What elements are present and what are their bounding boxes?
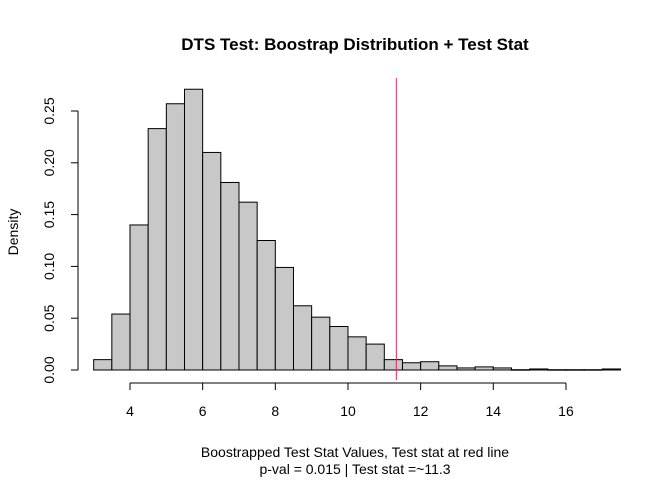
y-tick-label: 0.10	[41, 253, 57, 280]
histogram-bar	[401, 362, 422, 371]
histogram-bar	[274, 266, 294, 371]
y-tick-label: 0.00	[41, 356, 57, 383]
histogram-bar	[165, 103, 185, 371]
y-tick-label: 0.15	[41, 201, 57, 228]
y-tick-label: 0.25	[41, 97, 57, 124]
x-axis-label: Boostrapped Test Stat Values, Test stat …	[201, 444, 509, 460]
x-tick-label: 12	[413, 403, 429, 419]
histogram-bar	[583, 369, 603, 371]
histogram-bar	[492, 367, 512, 371]
histogram-bar	[383, 359, 403, 371]
histogram-bar	[456, 367, 476, 371]
histogram-bar	[474, 366, 494, 371]
x-tick-label: 8	[271, 403, 279, 419]
histogram-bar	[256, 240, 276, 371]
histogram-bar	[510, 369, 531, 371]
histogram-bar	[565, 369, 585, 371]
subtitle: p-val = 0.015 | Test stat =~11.3	[259, 461, 450, 477]
x-tick-label: 4	[126, 403, 134, 419]
histogram-bar	[420, 361, 440, 371]
y-axis-label: Density	[5, 209, 21, 256]
y-tick-label: 0.20	[41, 149, 57, 176]
histogram-bar	[93, 359, 113, 371]
histogram-bar	[311, 316, 331, 371]
histogram-bar	[547, 369, 567, 371]
x-tick-label: 14	[486, 403, 502, 419]
histogram-bar	[347, 336, 367, 371]
histogram-bar	[111, 313, 131, 371]
histogram-bar	[438, 365, 458, 371]
y-tick-label: 0.05	[41, 304, 57, 331]
histogram-bar	[365, 343, 385, 371]
histogram-bar	[329, 325, 349, 371]
histogram-bar	[220, 181, 240, 371]
histogram-bar	[129, 224, 149, 371]
x-tick-label: 6	[199, 403, 207, 419]
histogram-bar	[238, 201, 258, 371]
histogram-bar	[147, 128, 167, 371]
x-tick-label: 16	[558, 403, 574, 419]
histogram-bar	[601, 368, 621, 371]
x-tick-label: 10	[340, 403, 356, 419]
histogram-bar	[202, 151, 222, 371]
histogram-bar	[292, 305, 313, 371]
histogram-bar	[183, 88, 204, 371]
chart-title: DTS Test: Boostrap Distribution + Test S…	[181, 35, 529, 54]
histogram-bar	[529, 368, 549, 371]
